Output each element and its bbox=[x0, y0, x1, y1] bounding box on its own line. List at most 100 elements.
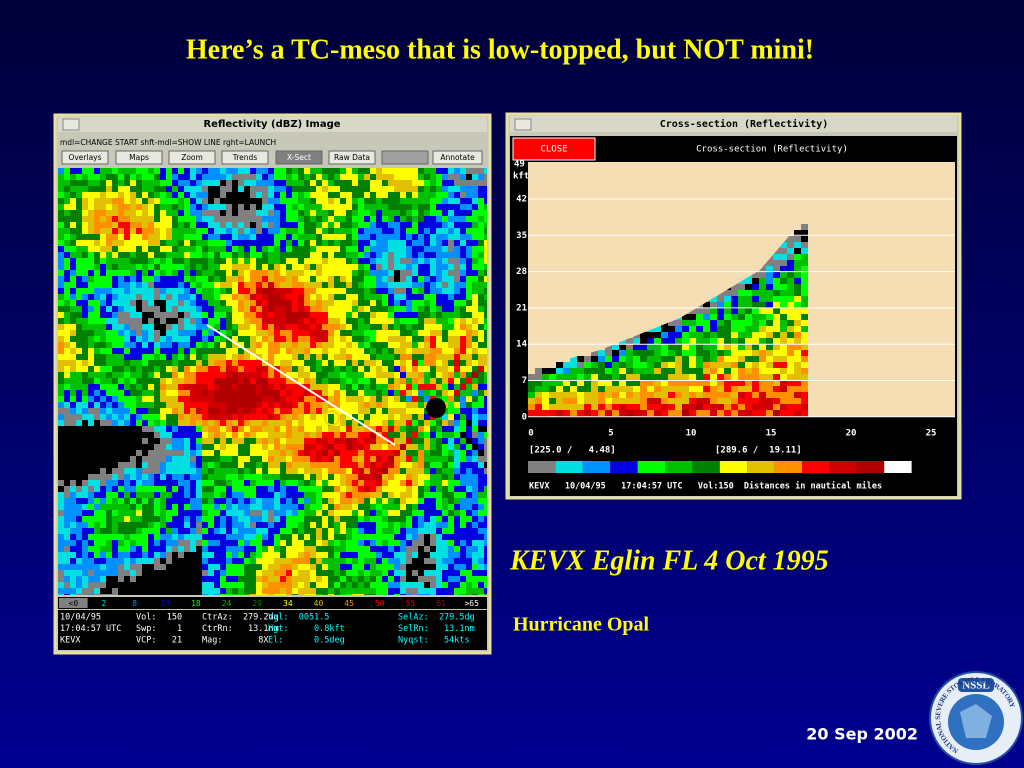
radar-pixel bbox=[136, 180, 142, 186]
radar-pixel bbox=[202, 336, 208, 342]
radar-pixel bbox=[466, 264, 472, 270]
radar-pixel bbox=[454, 522, 460, 528]
radar-pixel bbox=[418, 522, 424, 528]
radar-pixel bbox=[82, 432, 88, 438]
radar-pixel bbox=[124, 312, 130, 318]
radar-pixel bbox=[112, 258, 118, 264]
radar-pixel bbox=[178, 552, 184, 558]
radar-pixel bbox=[172, 192, 178, 198]
radar-pixel bbox=[238, 480, 244, 486]
radar-pixel bbox=[268, 228, 274, 234]
radar-pixel bbox=[136, 498, 142, 504]
radar-pixel bbox=[256, 462, 262, 468]
radar-pixel bbox=[454, 432, 460, 438]
radar-pixel bbox=[190, 456, 196, 462]
radar-pixel bbox=[370, 432, 376, 438]
radar-pixel bbox=[382, 348, 388, 354]
radar-pixel bbox=[58, 270, 64, 276]
radar-pixel bbox=[88, 390, 94, 396]
radar-pixel bbox=[220, 282, 226, 288]
radar-pixel bbox=[226, 234, 232, 240]
radar-pixel bbox=[406, 474, 412, 480]
radar-pixel bbox=[160, 492, 166, 498]
radar-pixel bbox=[448, 462, 454, 468]
radar-pixel bbox=[94, 198, 100, 204]
radar-pixel bbox=[202, 528, 208, 534]
window-menu-button[interactable] bbox=[62, 118, 80, 131]
radar-pixel bbox=[454, 366, 460, 372]
radar-pixel bbox=[310, 456, 316, 462]
radar-pixel bbox=[76, 420, 82, 426]
radar-pixel bbox=[58, 324, 64, 330]
radar-pixel bbox=[274, 186, 280, 192]
radar-pixel bbox=[58, 438, 64, 444]
radar-pixel bbox=[244, 270, 250, 276]
radar-pixel bbox=[448, 564, 454, 570]
radar-pixel bbox=[160, 192, 166, 198]
radar-pixel bbox=[274, 270, 280, 276]
radar-pixel bbox=[388, 564, 394, 570]
radar-pixel bbox=[238, 300, 244, 306]
radar-pixel bbox=[310, 312, 316, 318]
radar-pixel bbox=[310, 318, 316, 324]
radar-pixel bbox=[76, 306, 82, 312]
radar-pixel bbox=[166, 300, 172, 306]
radar-pixel bbox=[148, 234, 154, 240]
radar-pixel bbox=[388, 414, 394, 420]
radar-pixel bbox=[424, 546, 430, 552]
radar-pixel bbox=[94, 336, 100, 342]
radar-pixel bbox=[352, 462, 358, 468]
radar-pixel bbox=[154, 390, 160, 396]
radar-pixel bbox=[166, 408, 172, 414]
radar-pixel bbox=[334, 186, 340, 192]
radar-pixel bbox=[382, 552, 388, 558]
radar-pixel bbox=[430, 276, 436, 282]
radar-pixel bbox=[160, 312, 166, 318]
radar-pixel bbox=[382, 174, 388, 180]
radar-pixel bbox=[256, 216, 262, 222]
radar-pixel bbox=[184, 174, 190, 180]
radar-pixel bbox=[70, 516, 76, 522]
radar-pixel bbox=[154, 168, 160, 174]
radar-pixel bbox=[286, 312, 292, 318]
radar-pixel bbox=[160, 438, 166, 444]
radar-pixel bbox=[412, 402, 418, 408]
radar-pixel bbox=[250, 426, 256, 432]
radar-pixel bbox=[208, 216, 214, 222]
radar-pixel bbox=[70, 462, 76, 468]
radar-pixel bbox=[430, 252, 436, 258]
radar-pixel bbox=[256, 552, 262, 558]
radar-pixel bbox=[226, 384, 232, 390]
radar-pixel bbox=[154, 210, 160, 216]
radar-pixel bbox=[352, 240, 358, 246]
radar-pixel bbox=[142, 174, 148, 180]
radar-pixel bbox=[346, 264, 352, 270]
radar-pixel bbox=[442, 300, 448, 306]
radar-pixel bbox=[70, 186, 76, 192]
radar-pixel bbox=[76, 234, 82, 240]
radar-pixel bbox=[238, 318, 244, 324]
radar-pixel bbox=[346, 246, 352, 252]
radar-pixel bbox=[298, 510, 304, 516]
radar-pixel bbox=[400, 456, 406, 462]
radar-pixel bbox=[322, 312, 328, 318]
radar-pixel bbox=[334, 372, 340, 378]
radar-pixel bbox=[118, 432, 124, 438]
radar-pixel bbox=[358, 240, 364, 246]
radar-pixel bbox=[136, 444, 142, 450]
radar-pixel bbox=[160, 576, 166, 582]
radar-pixel bbox=[118, 420, 124, 426]
radar-pixel bbox=[88, 366, 94, 372]
radar-pixel bbox=[310, 378, 316, 384]
radar-pixel bbox=[232, 222, 238, 228]
radar-pixel bbox=[400, 300, 406, 306]
radar-pixel bbox=[412, 270, 418, 276]
radar-pixel bbox=[160, 360, 166, 366]
radar-pixel bbox=[178, 522, 184, 528]
radar-pixel bbox=[364, 348, 370, 354]
radar-pixel bbox=[154, 528, 160, 534]
radar-pixel bbox=[190, 210, 196, 216]
radar-pixel bbox=[304, 528, 310, 534]
radar-pixel bbox=[364, 306, 370, 312]
radar-pixel bbox=[292, 522, 298, 528]
